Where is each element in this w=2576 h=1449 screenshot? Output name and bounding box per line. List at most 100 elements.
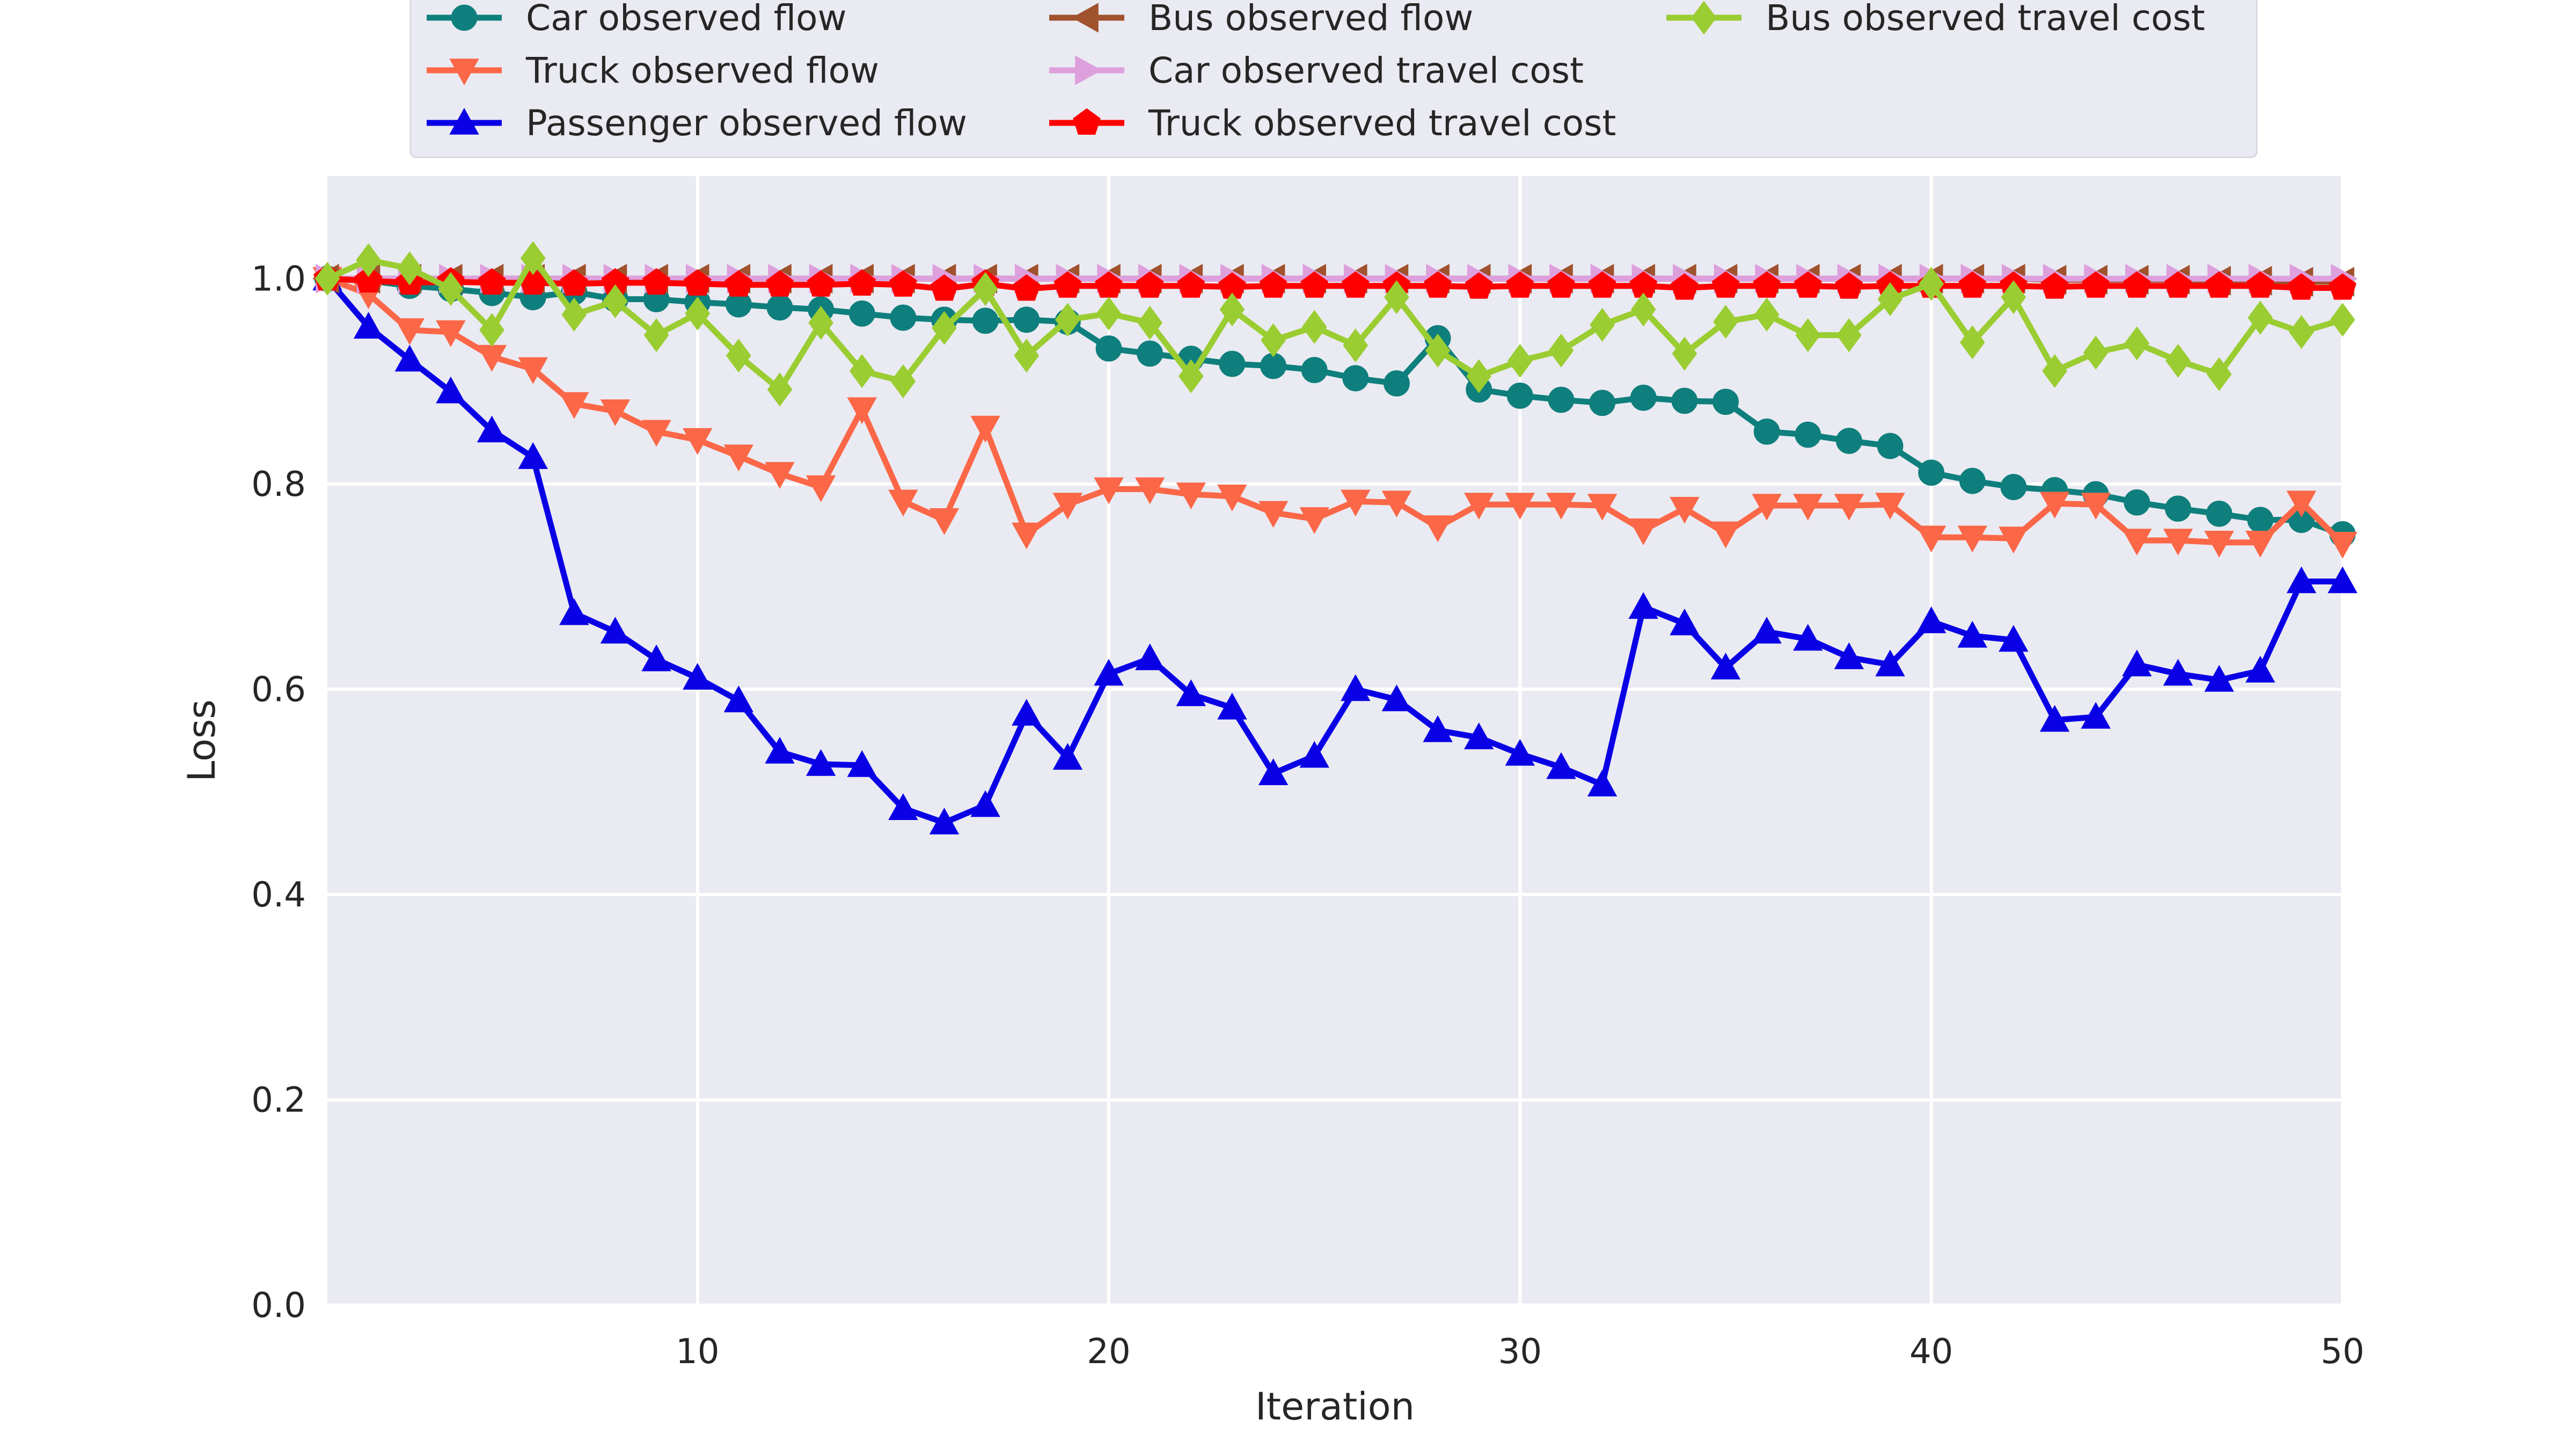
- data-point: [1587, 770, 1618, 796]
- data-point: [1919, 267, 1944, 301]
- data-point: [724, 270, 753, 297]
- data-point: [2245, 655, 2275, 683]
- data-point: [2206, 357, 2232, 391]
- data-point: [1713, 389, 1739, 415]
- data-point: [2246, 271, 2274, 298]
- data-point: [2204, 665, 2234, 692]
- data-point: [1423, 715, 1453, 742]
- data-point: [436, 376, 466, 404]
- data-point: [1012, 274, 1041, 301]
- data-point: [1506, 382, 1533, 409]
- y-tick-label: 1.0: [251, 259, 306, 299]
- data-point: [1094, 477, 1124, 504]
- data-point: [1834, 642, 1864, 669]
- data-point: [970, 790, 1000, 817]
- data-point: [1754, 297, 1780, 332]
- data-point: [1752, 617, 1782, 644]
- data-point: [1590, 308, 1615, 342]
- data-point: [1012, 699, 1042, 726]
- data-point: [847, 397, 877, 425]
- x-axis-label: Iteration: [1255, 1385, 1415, 1429]
- x-tick-label: 30: [1498, 1332, 1542, 1372]
- x-tick-label: 10: [676, 1332, 719, 1372]
- data-point: [1176, 482, 1206, 509]
- data-point: [1299, 741, 1329, 768]
- legend-item: Truck observed travel cost: [1049, 103, 1616, 144]
- data-point: [600, 399, 631, 427]
- data-point: [808, 305, 833, 340]
- data-point: [2206, 500, 2233, 527]
- data-point: [2042, 354, 2067, 388]
- data-point: [2165, 343, 2191, 378]
- data-point: [2122, 529, 2152, 556]
- tick-labels: 10 20 30 40 50 0.0 0.2 0.4 0.6 0.8 1.0: [251, 259, 2365, 1372]
- data-point: [1834, 494, 1864, 521]
- data-point: [1012, 522, 1042, 550]
- data-point: [1546, 752, 1576, 779]
- data-point: [1258, 758, 1289, 785]
- data-point: [806, 475, 836, 502]
- y-tick-label: 0.2: [251, 1080, 306, 1120]
- data-point: [2165, 495, 2191, 522]
- series-layer: [312, 241, 2358, 835]
- data-point: [1711, 271, 1740, 298]
- data-point: [1341, 674, 1371, 701]
- legend-label: Car observed travel cost: [1148, 50, 1584, 91]
- data-point: [354, 266, 383, 293]
- data-point: [2286, 491, 2317, 518]
- data-point: [1793, 624, 1823, 651]
- data-point: [1301, 357, 1328, 383]
- data-point: [1548, 386, 1575, 413]
- data-point: [723, 685, 753, 713]
- data-point: [1958, 271, 1987, 298]
- data-point: [2000, 474, 2027, 500]
- legend-item: Car observed travel cost: [1049, 50, 1584, 91]
- data-point: [970, 415, 1000, 443]
- data-point: [1505, 493, 1535, 520]
- data-point: [1959, 325, 1985, 360]
- data-point: [2328, 532, 2358, 559]
- legend-label: Bus observed travel cost: [1766, 0, 2205, 39]
- data-point: [1219, 292, 1245, 327]
- data-point: [1464, 722, 1494, 750]
- data-point: [1794, 271, 1822, 298]
- data-point: [806, 749, 836, 776]
- data-point: [766, 294, 793, 321]
- data-point: [2082, 271, 2110, 298]
- x-tick-label: 50: [2321, 1332, 2364, 1372]
- data-point: [559, 392, 589, 419]
- y-axis-label: Loss: [180, 699, 224, 782]
- data-point: [641, 644, 671, 671]
- data-point: [683, 663, 713, 690]
- data-point: [1425, 333, 1451, 368]
- data-point: [2205, 271, 2233, 298]
- data-point: [394, 318, 425, 345]
- y-tick-label: 0.4: [251, 875, 306, 915]
- data-point: [849, 354, 875, 388]
- data-point: [1052, 743, 1083, 770]
- data-point: [1836, 428, 1862, 454]
- data-point: [1301, 310, 1327, 344]
- data-point: [1343, 328, 1368, 363]
- legend-item: Truck observed flow: [427, 50, 879, 91]
- data-point: [353, 312, 384, 339]
- data-point: [929, 807, 960, 835]
- data-point: [1957, 620, 1987, 648]
- data-point: [1548, 333, 1574, 368]
- data-point: [1464, 493, 1494, 520]
- legend-marker: [1071, 3, 1099, 33]
- data-point: [356, 243, 381, 277]
- data-point: [1793, 494, 1823, 521]
- data-point: [1710, 521, 1741, 548]
- data-point: [890, 304, 917, 331]
- data-point: [1836, 318, 1862, 353]
- series-bus-observed-travel-cost: [314, 241, 2355, 407]
- data-point: [2247, 507, 2274, 533]
- plot-area: [327, 176, 2343, 1305]
- data-point: [683, 428, 713, 455]
- data-point: [1547, 271, 1575, 298]
- data-point: [520, 241, 546, 275]
- data-point: [1014, 339, 1040, 373]
- data-point: [2039, 705, 2070, 732]
- data-point: [1055, 303, 1080, 337]
